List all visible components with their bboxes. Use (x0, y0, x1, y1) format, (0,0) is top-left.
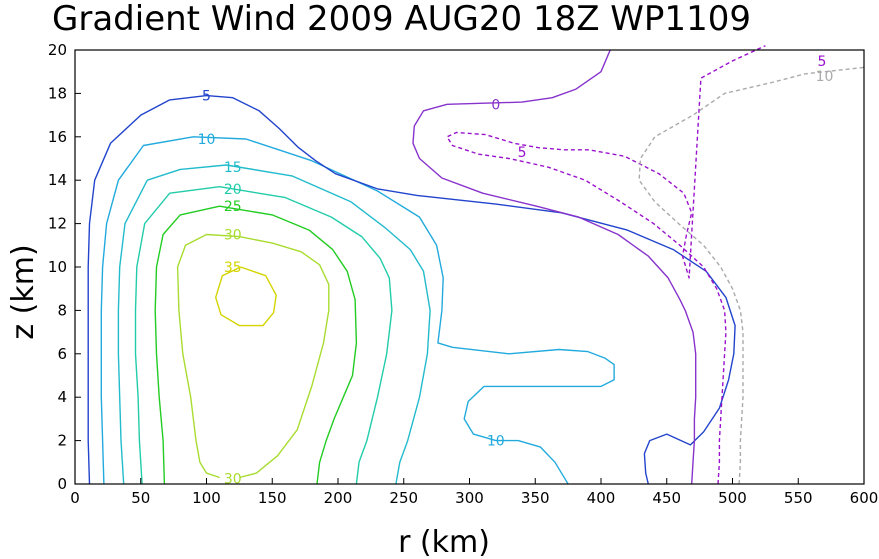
contour-label-20-1: 20 (224, 182, 242, 198)
contour-label-10-1: 10 (198, 132, 216, 148)
x-tick-label: 0 (70, 489, 80, 507)
x-tick-label: 500 (718, 489, 747, 507)
x-tick-label: 300 (455, 489, 484, 507)
contour-line--5 (446, 45, 766, 485)
chart-title: Gradient Wind 2009 AUG20 18Z WP1109 (52, 0, 751, 39)
y-tick-label: 0 (57, 475, 67, 493)
contour-label-5-1: 5 (202, 89, 211, 105)
x-axis-label: r (km) (398, 525, 490, 559)
x-tick-label: 150 (258, 489, 287, 507)
contour-label-15-1: 15 (224, 160, 242, 176)
x-tick-label: 50 (131, 489, 150, 507)
contour-line-10 (100, 136, 615, 485)
x-axis-ticks: 0 50 100 150 200 250 300 350 400 450 500 550 600 (70, 478, 878, 507)
x-tick-label: 100 (192, 489, 221, 507)
x-tick-label: 550 (784, 489, 813, 507)
contour-label--5-2: 5 (817, 54, 826, 70)
y-tick-label: 16 (48, 128, 67, 146)
contour-label--10-1: 10 (816, 69, 834, 85)
x-tick-label: 350 (521, 489, 550, 507)
y-tick-label: 10 (48, 258, 67, 276)
contour-line-5 (87, 94, 736, 485)
contour-line-25 (154, 205, 358, 485)
y-tick-label: 6 (57, 345, 67, 363)
contour-line-15 (117, 164, 431, 485)
x-tick-label: 450 (652, 489, 681, 507)
x-tick-label: 200 (324, 489, 353, 507)
contour-label-30-1: 30 (224, 227, 242, 243)
contour-line-35 (214, 266, 277, 327)
y-tick-label: 20 (48, 41, 67, 59)
contour-line-0 (412, 49, 697, 485)
contour-line-20 (134, 185, 393, 485)
contour-label-0-1: 0 (491, 97, 500, 113)
y-tick-label: 18 (48, 84, 67, 102)
y-axis-label: z (km) (6, 244, 41, 339)
contour-line--10 (638, 66, 865, 485)
x-tick-label: 250 (389, 489, 418, 507)
y-tick-label: 12 (48, 215, 67, 233)
contour-label-35-1: 35 (224, 260, 242, 276)
y-tick-label: 14 (48, 171, 67, 189)
contour-line-30 (176, 233, 330, 479)
y-tick-label: 8 (57, 301, 67, 319)
y-tick-label: 2 (57, 432, 67, 450)
contour-lines (87, 45, 865, 485)
contour-label-30-2: 30 (224, 472, 242, 488)
y-axis-ticks: 0 2 4 6 8 10 12 14 16 18 20 (48, 41, 81, 493)
x-tick-label: 600 (850, 489, 879, 507)
contour-label-10-2: 10 (487, 434, 505, 450)
contour-label-25-1: 25 (224, 199, 242, 215)
y-tick-label: 4 (57, 388, 67, 406)
x-tick-label: 400 (587, 489, 616, 507)
contour-label--5-1: 5 (518, 145, 527, 161)
